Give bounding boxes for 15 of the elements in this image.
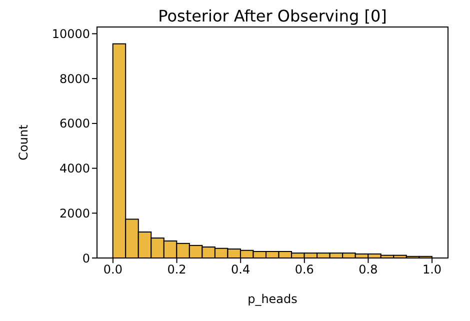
y-tick-label: 10000 xyxy=(52,26,90,41)
y-tick-label: 0 xyxy=(82,251,90,266)
x-axis-title: p_heads xyxy=(248,292,298,306)
x-tick-label: 0.0 xyxy=(103,262,122,277)
y-tick-label: 8000 xyxy=(59,72,90,86)
y-tick-label: 6000 xyxy=(59,116,90,131)
x-tick-label: 1.0 xyxy=(422,262,442,277)
x-tick-label: 0.2 xyxy=(167,262,186,277)
x-tick-label: 0.4 xyxy=(231,262,250,277)
y-tick-label: 4000 xyxy=(59,162,90,176)
x-tick-label: 0.8 xyxy=(358,262,378,277)
y-axis-title: Count xyxy=(16,124,30,160)
y-tick-label: 2000 xyxy=(59,206,90,220)
x-tick-label: 0.6 xyxy=(294,262,314,277)
chart-title: Posterior After Observing [0] xyxy=(158,6,387,26)
